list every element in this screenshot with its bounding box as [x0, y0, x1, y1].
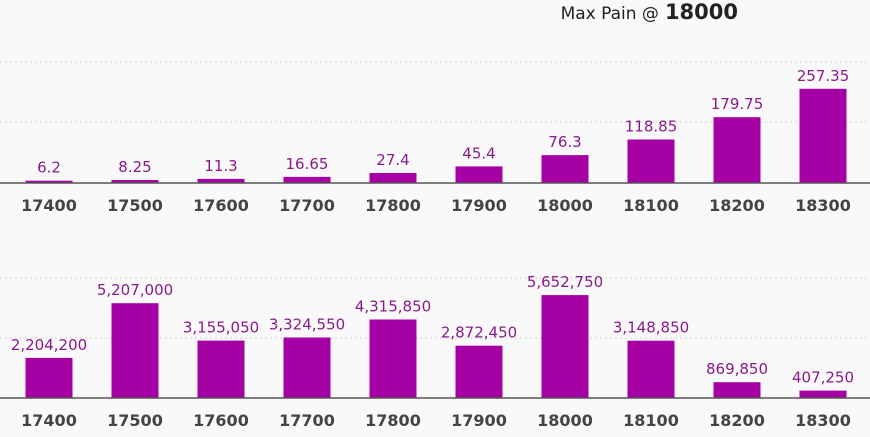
bar-17800: [369, 319, 417, 398]
bar-17900: [455, 345, 503, 398]
data-label-18200: 179.75: [711, 95, 764, 113]
bar-17700: [283, 337, 331, 398]
x-tick-17900: 17900: [451, 411, 507, 430]
bar-18000: [541, 155, 589, 183]
x-tick-18000: 18000: [537, 411, 593, 430]
data-label-17600: 11.3: [204, 157, 237, 175]
data-label-18000: 76.3: [548, 133, 581, 151]
x-tick-18300: 18300: [795, 411, 851, 430]
bar-17500: [111, 180, 159, 183]
bar-17600: [197, 178, 245, 183]
x-tick-17800: 17800: [365, 196, 421, 215]
bar-17500: [111, 303, 159, 398]
x-tick-18200: 18200: [709, 196, 765, 215]
x-tick-18200: 18200: [709, 411, 765, 430]
data-label-17500: 8.25: [118, 158, 151, 176]
data-label-17900: 45.4: [462, 144, 495, 162]
data-label-18100: 118.85: [625, 118, 678, 136]
bar-17400: [25, 180, 73, 183]
x-tick-18100: 18100: [623, 411, 679, 430]
bar-18000: [541, 295, 589, 398]
data-label-17400: 6.2: [37, 159, 61, 177]
max-pain-header: Max Pain @ 18000: [561, 0, 738, 30]
data-label-17500: 5,207,000: [97, 281, 173, 299]
chart-panel-2: 2,204,200 17400 5,207,000 17500 3,155,050 176…: [0, 273, 870, 430]
data-label-17900: 2,872,450: [441, 324, 517, 342]
x-tick-17600: 17600: [193, 411, 249, 430]
data-label-17800: 4,315,850: [355, 298, 431, 316]
bar-18300: [799, 88, 847, 183]
data-label-18000: 5,652,750: [527, 273, 603, 291]
x-tick-18100: 18100: [623, 196, 679, 215]
x-tick-18000: 18000: [537, 196, 593, 215]
data-label-17700: 16.65: [286, 155, 329, 173]
chart-panel-1: 6.2 17400 8.25 17500 11.3 17600 16.65 17700 27.4…: [0, 61, 870, 215]
bar-18100: [627, 340, 675, 398]
bar-17700: [283, 176, 331, 183]
x-tick-17500: 17500: [107, 196, 163, 215]
max-pain-label: Max Pain @: [560, 4, 659, 24]
bar-18100: [627, 139, 675, 183]
x-tick-17800: 17800: [365, 411, 421, 430]
x-tick-17700: 17700: [279, 411, 335, 430]
bar-18300: [799, 390, 847, 398]
x-tick-17900: 17900: [451, 196, 507, 215]
max-pain-value: 18000: [664, 0, 738, 24]
x-tick-17500: 17500: [107, 411, 163, 430]
bar-17900: [455, 166, 503, 183]
x-tick-17600: 17600: [193, 196, 249, 215]
bar-17600: [197, 340, 245, 398]
data-label-18300: 257.35: [797, 67, 850, 85]
data-label-18200: 869,850: [706, 360, 768, 378]
bar-17400: [25, 357, 73, 398]
x-tick-18300: 18300: [795, 196, 851, 215]
data-label-18100: 3,148,850: [613, 319, 689, 337]
x-tick-17400: 17400: [21, 196, 77, 215]
data-label-17600: 3,155,050: [183, 319, 259, 337]
x-tick-17700: 17700: [279, 196, 335, 215]
bar-18200: [713, 117, 761, 183]
bar-17800: [369, 173, 417, 183]
data-label-18300: 407,250: [792, 369, 854, 387]
data-label-17700: 3,324,550: [269, 316, 345, 334]
data-label-17800: 27.4: [376, 151, 409, 169]
bar-18200: [713, 382, 761, 398]
data-label-17400: 2,204,200: [11, 336, 87, 354]
x-tick-17400: 17400: [21, 411, 77, 430]
